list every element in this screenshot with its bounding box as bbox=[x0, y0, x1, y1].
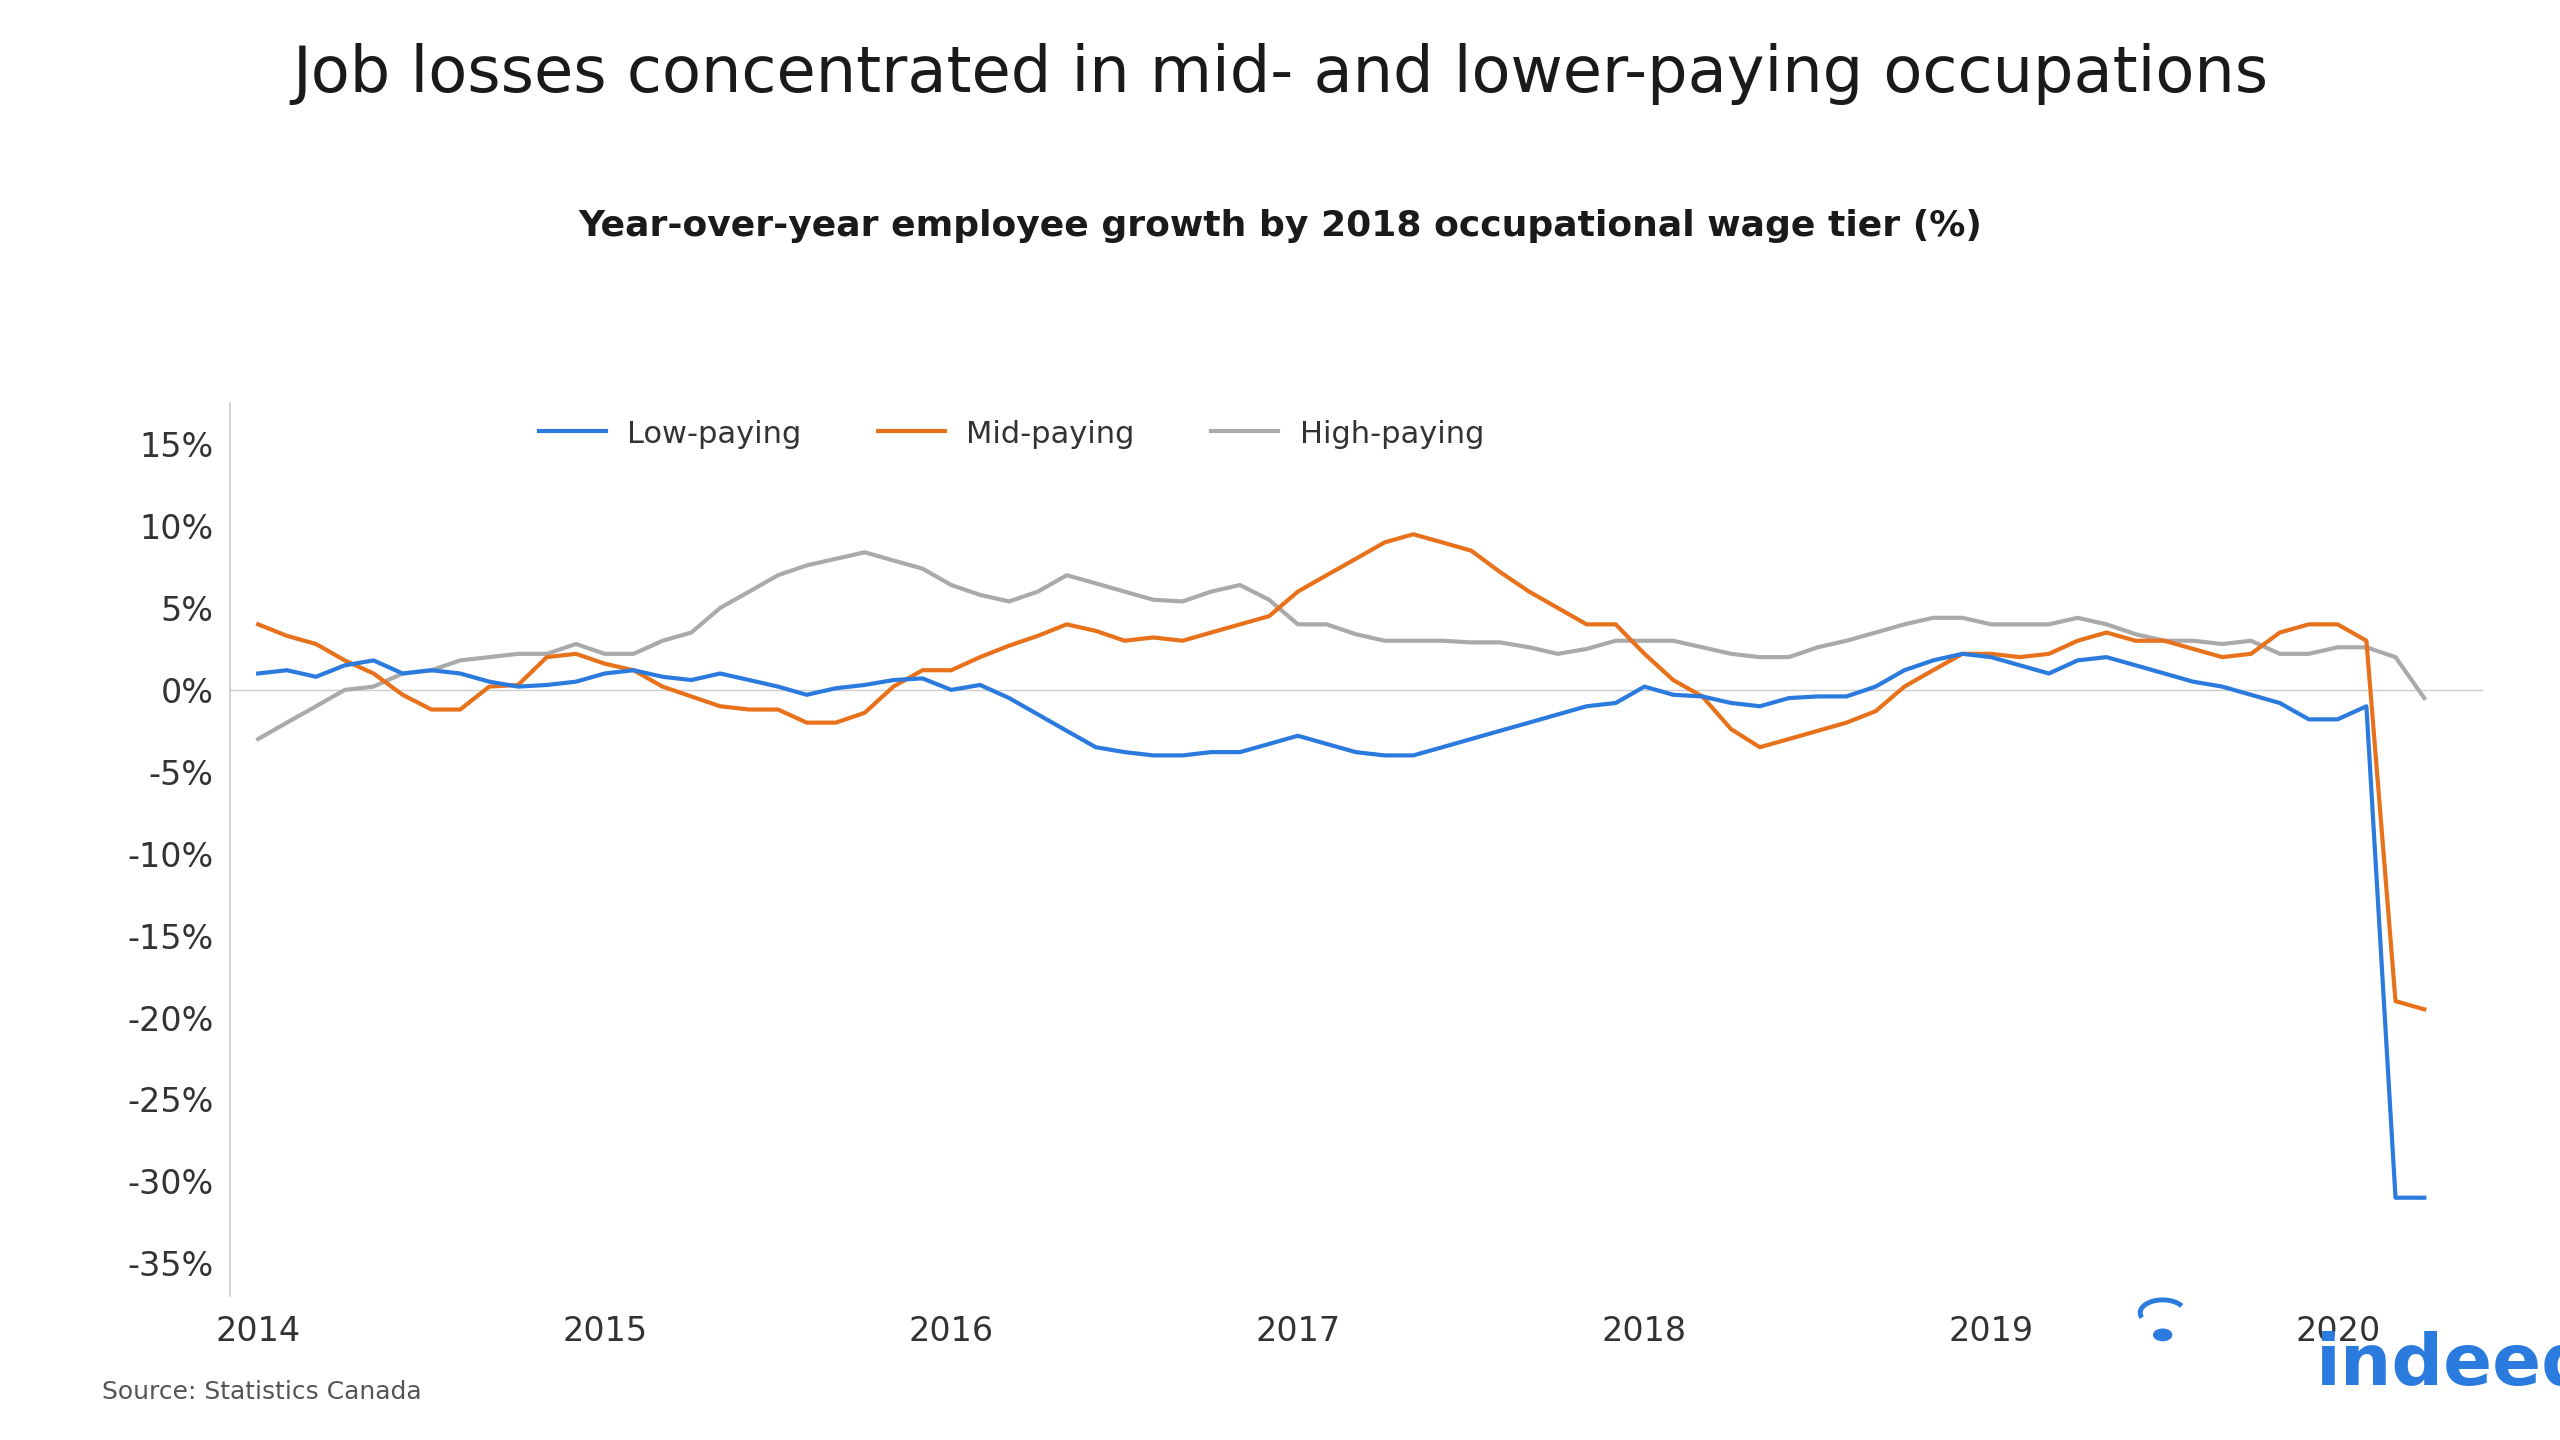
Mid-paying bbox=[445, 701, 476, 719]
Low-paying bbox=[2004, 657, 2035, 674]
Low-paying bbox=[2381, 1189, 2412, 1207]
Line: High-paying: High-paying bbox=[259, 553, 2424, 739]
Low-paying bbox=[993, 690, 1024, 707]
Text: indeed: indeed bbox=[2317, 1331, 2560, 1400]
Low-paying bbox=[243, 665, 274, 683]
High-paying bbox=[2409, 690, 2440, 707]
Mid-paying bbox=[2004, 648, 2035, 665]
Text: Year-over-year employee growth by 2018 occupational wage tier (%): Year-over-year employee growth by 2018 o… bbox=[579, 209, 1981, 243]
Legend: Low-paying, Mid-paying, High-paying: Low-paying, Mid-paying, High-paying bbox=[538, 419, 1485, 449]
Line: Mid-paying: Mid-paying bbox=[259, 534, 2424, 1009]
Mid-paying bbox=[993, 636, 1024, 654]
Mid-paying bbox=[1398, 526, 1428, 543]
High-paying bbox=[1021, 583, 1052, 600]
Mid-paying bbox=[1715, 720, 1746, 737]
Low-paying bbox=[1370, 747, 1400, 765]
Low-paying bbox=[1628, 678, 1659, 696]
High-paying bbox=[2004, 616, 2035, 634]
High-paying bbox=[1398, 632, 1428, 649]
Low-paying bbox=[445, 665, 476, 683]
Low-paying bbox=[1948, 645, 1979, 662]
Mid-paying bbox=[1659, 671, 1690, 688]
Text: Source: Statistics Canada: Source: Statistics Canada bbox=[102, 1380, 422, 1404]
High-paying bbox=[1659, 632, 1690, 649]
High-paying bbox=[243, 730, 274, 747]
High-paying bbox=[1715, 645, 1746, 662]
Mid-paying bbox=[2409, 1001, 2440, 1018]
Mid-paying bbox=[1370, 534, 1400, 552]
Low-paying bbox=[2409, 1189, 2440, 1207]
Text: Job losses concentrated in mid- and lower-paying occupations: Job losses concentrated in mid- and lowe… bbox=[292, 43, 2268, 105]
Circle shape bbox=[2153, 1329, 2171, 1341]
High-paying bbox=[850, 544, 881, 562]
Low-paying bbox=[1687, 688, 1718, 706]
High-paying bbox=[445, 652, 476, 670]
Mid-paying bbox=[243, 616, 274, 634]
Line: Low-paying: Low-paying bbox=[259, 654, 2424, 1198]
